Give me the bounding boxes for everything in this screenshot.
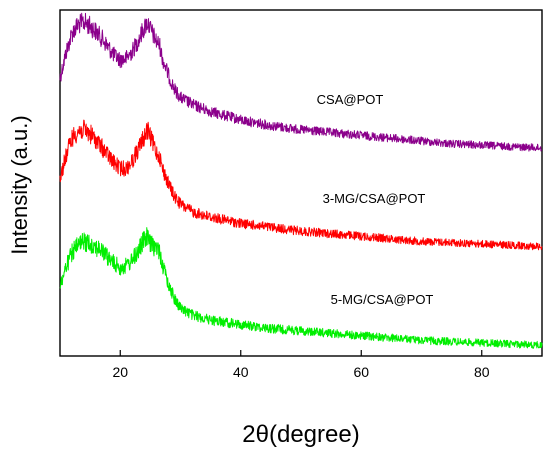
series-label-csa-pot: CSA@POT [317,92,384,107]
x-tick-label: 20 [112,364,128,380]
series-line-3-mg-csa-pot [59,119,543,251]
series-line-csa-pot [59,12,543,152]
series-traces [59,12,543,349]
x-tick-label: 60 [353,364,369,380]
series-label-3-mg-csa-pot: 3-MG/CSA@POT [323,191,426,206]
x-tick-label: 40 [233,364,249,380]
series-label-5-mg-csa-pot: 5-MG/CSA@POT [331,292,434,307]
series-line-5-mg-csa-pot [59,227,543,349]
plot-frame [59,9,543,357]
x-tick-label: 80 [474,364,490,380]
y-axis-title: Intensity (a.u.) [7,115,32,254]
x-axis-title: 2θ(degree) [242,421,359,448]
x-axis-ticks: 20 40 60 80 [112,350,490,380]
